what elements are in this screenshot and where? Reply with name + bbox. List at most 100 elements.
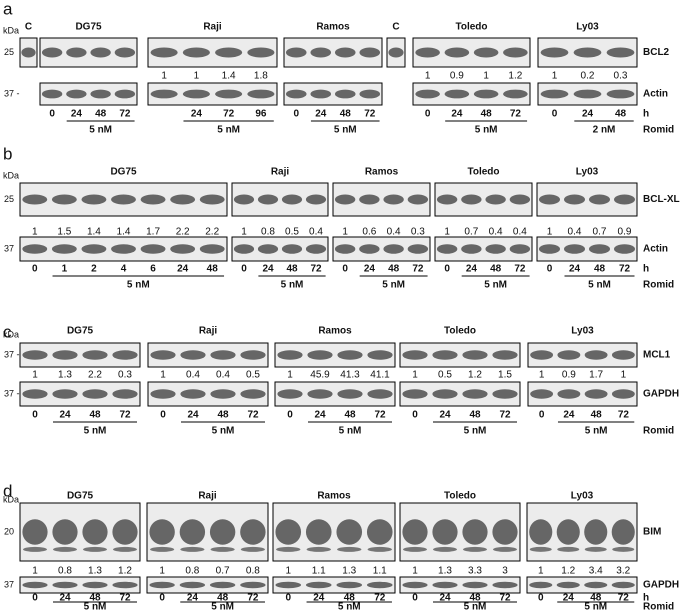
band bbox=[150, 47, 178, 58]
band-quantification: 2.2 bbox=[205, 227, 219, 238]
band bbox=[359, 47, 381, 58]
band-quantification: 0.8 bbox=[261, 227, 275, 238]
band-quantification: 1.2 bbox=[118, 566, 132, 577]
time-label: 48 bbox=[481, 109, 493, 120]
time-label: 24 bbox=[451, 109, 463, 120]
time-label: 72 bbox=[619, 264, 631, 275]
band bbox=[540, 47, 569, 58]
kda-label: kDa bbox=[3, 329, 19, 339]
dose-label: 5 nM bbox=[84, 426, 107, 437]
band bbox=[402, 389, 428, 399]
dose-label: 5 nM bbox=[464, 426, 487, 437]
band bbox=[140, 244, 166, 254]
time-label: 48 bbox=[207, 264, 219, 275]
band bbox=[240, 546, 265, 552]
band bbox=[140, 194, 166, 205]
band bbox=[307, 389, 333, 399]
blot bbox=[399, 576, 521, 594]
band-quantification: 0.4 bbox=[387, 227, 401, 238]
cell-line-name: Raji bbox=[203, 22, 222, 33]
band-quantification: 1.2 bbox=[561, 566, 575, 577]
band-quantification: 1 bbox=[539, 370, 545, 381]
band-quantification: 1 bbox=[547, 227, 553, 238]
time-label: 72 bbox=[247, 410, 259, 421]
time-label: 48 bbox=[286, 264, 298, 275]
band bbox=[182, 47, 210, 58]
band bbox=[81, 244, 107, 254]
band bbox=[473, 89, 499, 99]
band bbox=[285, 89, 307, 99]
kda-label: kDa bbox=[3, 170, 19, 180]
band bbox=[492, 389, 518, 399]
band-quantification: 0.2 bbox=[581, 71, 595, 82]
band bbox=[210, 350, 236, 360]
band bbox=[614, 194, 635, 205]
band bbox=[180, 546, 205, 552]
band bbox=[209, 519, 236, 545]
band bbox=[402, 581, 428, 589]
band bbox=[436, 244, 458, 254]
band-quantification: 1.3 bbox=[58, 370, 72, 381]
time-label: 24 bbox=[563, 593, 575, 604]
time-label: 72 bbox=[514, 264, 526, 275]
time-label: 48 bbox=[590, 593, 602, 604]
band bbox=[199, 244, 225, 254]
band bbox=[462, 519, 488, 545]
time-label: 0 bbox=[241, 264, 247, 275]
band bbox=[305, 581, 332, 589]
band bbox=[336, 581, 363, 589]
target-label: Actin bbox=[643, 244, 668, 255]
mw-marker: 37 - bbox=[4, 88, 20, 98]
band bbox=[111, 244, 136, 254]
band bbox=[112, 350, 138, 360]
target-label: Actin bbox=[643, 89, 668, 100]
cell-line-name: DG75 bbox=[110, 167, 137, 178]
dose-label: 5 nM bbox=[475, 125, 498, 136]
time-label: 48 bbox=[344, 593, 356, 604]
band bbox=[463, 546, 487, 552]
band bbox=[611, 350, 635, 360]
dose-label: 5 nM bbox=[339, 426, 362, 437]
band-quantification: 1 bbox=[160, 370, 166, 381]
band-quantification: 2.2 bbox=[176, 227, 190, 238]
band bbox=[66, 89, 87, 99]
time-label: 4 bbox=[121, 264, 127, 275]
band bbox=[215, 47, 243, 58]
band bbox=[240, 581, 266, 589]
time-label: 72 bbox=[499, 410, 511, 421]
band bbox=[150, 89, 178, 99]
band bbox=[51, 244, 77, 254]
cell-line-name: Ly03 bbox=[576, 22, 599, 33]
treatment-label: Romid bbox=[643, 426, 674, 437]
band-quantification: 0.3 bbox=[118, 370, 132, 381]
cell-line-name: Ramos bbox=[316, 22, 350, 33]
time-label: 24 bbox=[187, 410, 199, 421]
band bbox=[584, 546, 607, 552]
time-label: 6 bbox=[150, 264, 156, 275]
time-label: 0 bbox=[342, 264, 348, 275]
dose-label: 5 nM bbox=[127, 280, 150, 291]
band bbox=[367, 546, 392, 552]
dose-label: 5 nM bbox=[84, 602, 107, 611]
cell-line-name: Raji bbox=[271, 167, 290, 178]
time-label: 0 bbox=[160, 410, 166, 421]
time-label: 0 bbox=[547, 264, 553, 275]
dose-label: 5 nM bbox=[212, 426, 235, 437]
panel-letter: d bbox=[3, 481, 12, 500]
band-quantification: 41.3 bbox=[340, 370, 360, 381]
time-label: 24 bbox=[313, 593, 325, 604]
mw-marker: 25 bbox=[4, 47, 14, 57]
mw-marker: 37 bbox=[4, 579, 14, 589]
band bbox=[432, 350, 458, 360]
cell-line-name: Ly03 bbox=[571, 491, 594, 502]
time-label: 48 bbox=[469, 593, 481, 604]
band-quantification: 1 bbox=[412, 370, 418, 381]
band bbox=[503, 89, 528, 99]
time-label: 48 bbox=[340, 109, 352, 120]
band bbox=[573, 47, 602, 58]
band-quantification: 0.3 bbox=[411, 227, 425, 238]
band bbox=[611, 519, 635, 545]
band-quantification: 1.2 bbox=[508, 71, 522, 82]
band bbox=[310, 89, 332, 99]
